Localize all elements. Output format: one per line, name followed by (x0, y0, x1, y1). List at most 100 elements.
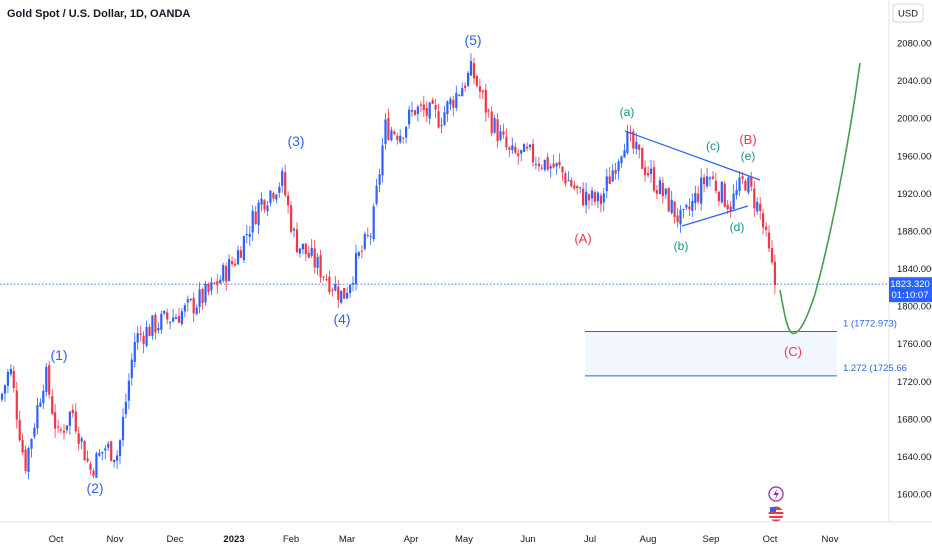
candle-body (15, 390, 18, 420)
candle-body (381, 145, 384, 176)
candle-body (499, 131, 502, 140)
candle-body (475, 76, 478, 86)
us-flag-icon[interactable] (767, 505, 785, 523)
wave-labels: (1) (2) (3) (4) (5) (a) (b) (c) (d) (e) (A) (B) (C) (50, 32, 802, 496)
candle-body (45, 367, 48, 392)
candle-body (95, 453, 98, 478)
candle-body (319, 255, 322, 278)
candle-body (3, 385, 7, 394)
y-tick-label: 1800.000 (897, 302, 932, 313)
candle-body (216, 281, 219, 286)
triangle-lower-line[interactable] (681, 205, 749, 227)
candle-body (213, 282, 216, 284)
candle-body (711, 176, 715, 179)
candle-body (86, 458, 89, 462)
y-tick-label: 1880.000 (897, 226, 932, 237)
candle-body (278, 186, 281, 193)
candle-body (461, 88, 464, 97)
candle-body (248, 233, 251, 237)
candle-body (207, 283, 210, 292)
candle-body (351, 283, 355, 285)
candle-body (676, 215, 679, 223)
bar-countdown: 01:10:07 (892, 290, 929, 301)
candle-body (546, 157, 549, 170)
candle-body (378, 174, 381, 185)
wave-label: (4) (333, 311, 350, 327)
candle-body (626, 131, 629, 153)
projection-curve[interactable] (779, 62, 861, 335)
candle-body (720, 181, 723, 203)
candle-body (357, 252, 360, 256)
candle-body (65, 425, 68, 430)
candle-body (301, 243, 304, 250)
candle-body (655, 190, 658, 194)
candle-body (375, 185, 378, 204)
currency-selector[interactable]: USD (892, 3, 924, 23)
candle-body (614, 170, 617, 174)
triangle-upper-line[interactable] (624, 130, 761, 181)
candle-body (298, 248, 301, 254)
candle-body (585, 191, 588, 206)
candle-body (756, 202, 759, 212)
candle-body (555, 163, 558, 167)
candle-body (741, 176, 744, 179)
candle-body (520, 150, 523, 154)
candle-body (287, 195, 290, 206)
y-tick-label: 1640.000 (897, 452, 932, 463)
x-tick-label: Apr (404, 534, 419, 545)
fib-level-1-label: 1 (1772.973) (843, 319, 897, 330)
candle-body (310, 247, 313, 256)
candle-body (770, 248, 774, 263)
candle-body (349, 284, 352, 294)
wave-label: (B) (739, 132, 756, 147)
candle-body (717, 191, 720, 202)
fibonacci-extension[interactable]: 1 (1772.973) 1.272 (1725.66 (585, 319, 907, 377)
candle-body (160, 313, 163, 330)
candle-body (337, 286, 340, 300)
x-tick-label: Sep (703, 534, 720, 545)
candle-body (644, 167, 647, 176)
candle-body (735, 189, 738, 196)
x-tick-label: Mar (339, 534, 355, 545)
candle-body (210, 282, 213, 291)
candle-body (531, 144, 535, 163)
candle-body (744, 180, 747, 191)
candle-body (632, 131, 635, 149)
candle-body (753, 188, 756, 209)
lightning-icon[interactable] (768, 486, 784, 502)
candle-body (434, 105, 437, 110)
candle-body (540, 167, 543, 169)
candle-body (42, 390, 45, 404)
candle-body (340, 290, 343, 303)
candle-body (92, 470, 95, 476)
candle-body (747, 177, 750, 193)
candle-body (133, 342, 136, 362)
candle-body (437, 111, 440, 128)
candle-body (151, 315, 154, 336)
candle-body (24, 449, 27, 472)
candle-body (449, 98, 452, 105)
candle-body (726, 204, 729, 210)
candle-body (316, 256, 319, 268)
candle-body (567, 180, 570, 182)
y-tick-label: 2080.000 (897, 39, 932, 50)
candle-body (487, 110, 490, 112)
candle-body (729, 206, 732, 211)
candle-body (593, 192, 596, 202)
candle-body (166, 312, 169, 320)
candle-body (537, 163, 540, 167)
candle-body (201, 289, 204, 303)
candle-body (605, 176, 608, 192)
x-tick-label: Oct (763, 534, 778, 545)
candle-body (413, 110, 417, 115)
candle-body (425, 108, 428, 116)
candle-body (104, 448, 107, 451)
candle-body (558, 161, 561, 166)
candle-body (101, 451, 104, 454)
candle-body (387, 117, 390, 140)
candle-body (174, 317, 178, 319)
candle-body (738, 177, 741, 191)
candle-body (269, 190, 272, 204)
x-tick-label: Jun (520, 534, 535, 545)
